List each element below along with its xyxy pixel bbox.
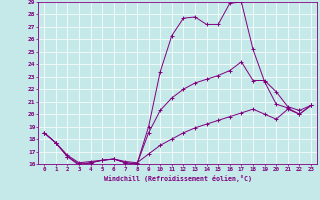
X-axis label: Windchill (Refroidissement éolien,°C): Windchill (Refroidissement éolien,°C) bbox=[104, 175, 252, 182]
